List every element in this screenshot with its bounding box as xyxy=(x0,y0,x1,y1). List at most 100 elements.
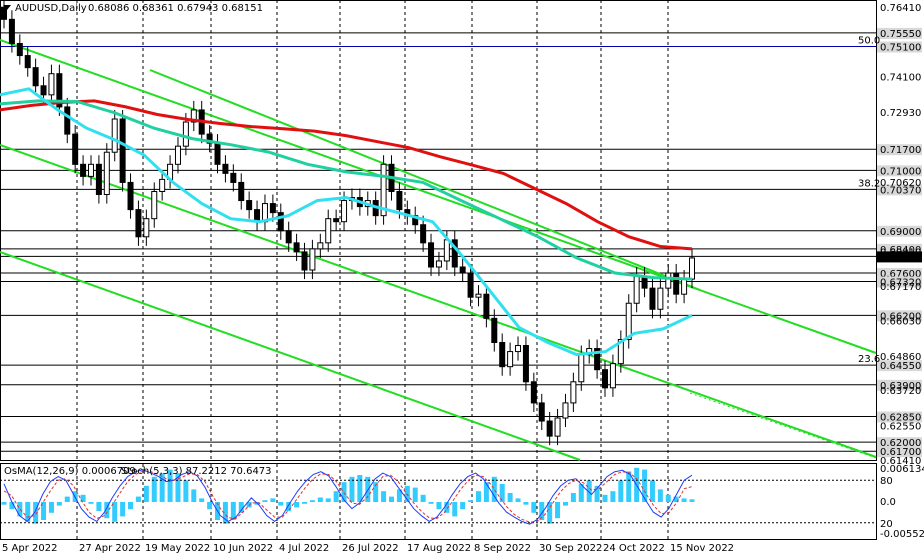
osma-bar xyxy=(199,498,205,502)
candle-body xyxy=(159,178,166,192)
level-label: 0.71000 xyxy=(880,166,921,177)
osma-bar xyxy=(25,502,31,522)
fibo-label: 38.2 xyxy=(858,178,880,189)
osma-bar xyxy=(135,496,141,502)
candle-body xyxy=(515,345,522,353)
osma-bar xyxy=(278,502,284,506)
level-label-box xyxy=(877,184,922,196)
stoch-label: Stoch(5,3,3) 87.2212 70.6473 xyxy=(121,466,272,477)
candle-body xyxy=(151,190,158,220)
candle-body xyxy=(8,18,15,44)
level-label-box xyxy=(877,27,922,39)
level-label: 0.75100 xyxy=(880,43,921,54)
osma-bar xyxy=(333,491,339,502)
candle-body xyxy=(24,55,31,69)
candle-body xyxy=(40,85,47,96)
osma-bar xyxy=(618,480,624,502)
osma-bar xyxy=(507,493,513,502)
osma-bar xyxy=(80,494,86,502)
candle-body xyxy=(491,317,498,344)
candle-body xyxy=(182,121,189,147)
level-label-box xyxy=(877,251,922,263)
trend-channels xyxy=(0,39,877,461)
candle-body xyxy=(341,200,348,223)
candle-body xyxy=(48,73,55,96)
level-label-box xyxy=(877,165,922,177)
candle-body xyxy=(428,242,435,268)
candle-body xyxy=(301,251,308,271)
candle-body xyxy=(95,163,102,196)
candle-body xyxy=(578,354,585,383)
y-tick-label: 0.72930 xyxy=(880,108,921,119)
level-label: 0.62000 xyxy=(880,438,921,449)
candle-body xyxy=(285,230,292,244)
level-label: 0.61700 xyxy=(880,447,921,458)
osma-bar xyxy=(167,469,173,502)
channel-line xyxy=(149,69,701,291)
level-label: 0.71700 xyxy=(880,145,921,156)
x-tick-label: 17 Aug 2022 xyxy=(407,543,471,554)
osma-bar xyxy=(460,502,466,510)
candle-body xyxy=(602,369,609,389)
candle-body xyxy=(538,402,545,422)
osma-bar xyxy=(175,473,181,502)
osc-axis-label: 0.0 xyxy=(880,497,896,508)
candle-body xyxy=(206,133,213,144)
time-axis[interactable]: 5 Apr 2022 27 Apr 2022 19 May 2022 10 Jun 2… xyxy=(2,543,734,554)
x-tick-label: 27 Apr 2022 xyxy=(79,543,141,554)
level-label-box xyxy=(877,243,922,255)
osma-bar xyxy=(602,494,608,502)
candle-body xyxy=(681,278,688,295)
level-label-box xyxy=(877,310,922,322)
osma-bar xyxy=(151,476,157,502)
osma-bar xyxy=(104,502,110,519)
osma-bar xyxy=(436,502,442,510)
candle-body xyxy=(333,218,340,223)
collapse-arrow-icon[interactable] xyxy=(3,5,11,10)
candle-body xyxy=(111,118,118,153)
level-label-box xyxy=(877,411,922,423)
level-label-box xyxy=(877,276,922,288)
candle-body xyxy=(269,203,276,214)
candle-body xyxy=(443,239,450,262)
candle-body xyxy=(64,106,71,135)
ema-short-line xyxy=(0,87,693,357)
candle-body xyxy=(246,200,253,211)
candle-body xyxy=(103,151,110,196)
osma-bar xyxy=(33,502,39,524)
stoch-signal-line xyxy=(3,470,693,523)
osma-bar xyxy=(9,502,15,510)
osma-bar xyxy=(539,502,545,520)
osma-bar xyxy=(56,502,62,506)
y-tick-label: 0.64860 xyxy=(880,352,921,363)
candle-body xyxy=(222,163,229,174)
level-label: 0.64550 xyxy=(880,361,921,372)
osma-bar xyxy=(578,484,584,502)
osma-bar xyxy=(270,498,276,502)
candle-body xyxy=(420,224,427,244)
y-tick-label: 0.66030 xyxy=(880,316,921,327)
osma-bar xyxy=(610,491,616,502)
osma-bar xyxy=(191,489,197,502)
oscillator: 0.006134 0.0 -0.005521 80 20 xyxy=(0,464,924,540)
level-label-box xyxy=(877,41,922,53)
candle-body xyxy=(87,163,94,177)
osma-bar xyxy=(286,502,292,511)
osma-bar xyxy=(357,475,363,502)
ohlc-values: 0.68086 0.68361 0.67943 0.68151 xyxy=(88,3,263,14)
osma-bar xyxy=(491,476,497,502)
candle-body xyxy=(32,67,39,87)
osma-bar xyxy=(452,502,458,517)
level-label-box xyxy=(877,268,922,280)
x-tick-label: 19 May 2022 xyxy=(145,543,210,554)
osma-bar xyxy=(183,480,189,502)
price-axis[interactable]: 0.76410 0.74100 0.72930 0.70620 0.68310 0.671… xyxy=(880,3,921,467)
osma-bar xyxy=(531,502,537,513)
candle-body xyxy=(570,381,577,404)
x-tick-label: 26 Jul 2022 xyxy=(342,543,399,554)
osma-bar xyxy=(515,498,521,502)
candle-body xyxy=(562,402,569,419)
candle-body xyxy=(459,266,466,274)
candle-body xyxy=(72,133,79,165)
